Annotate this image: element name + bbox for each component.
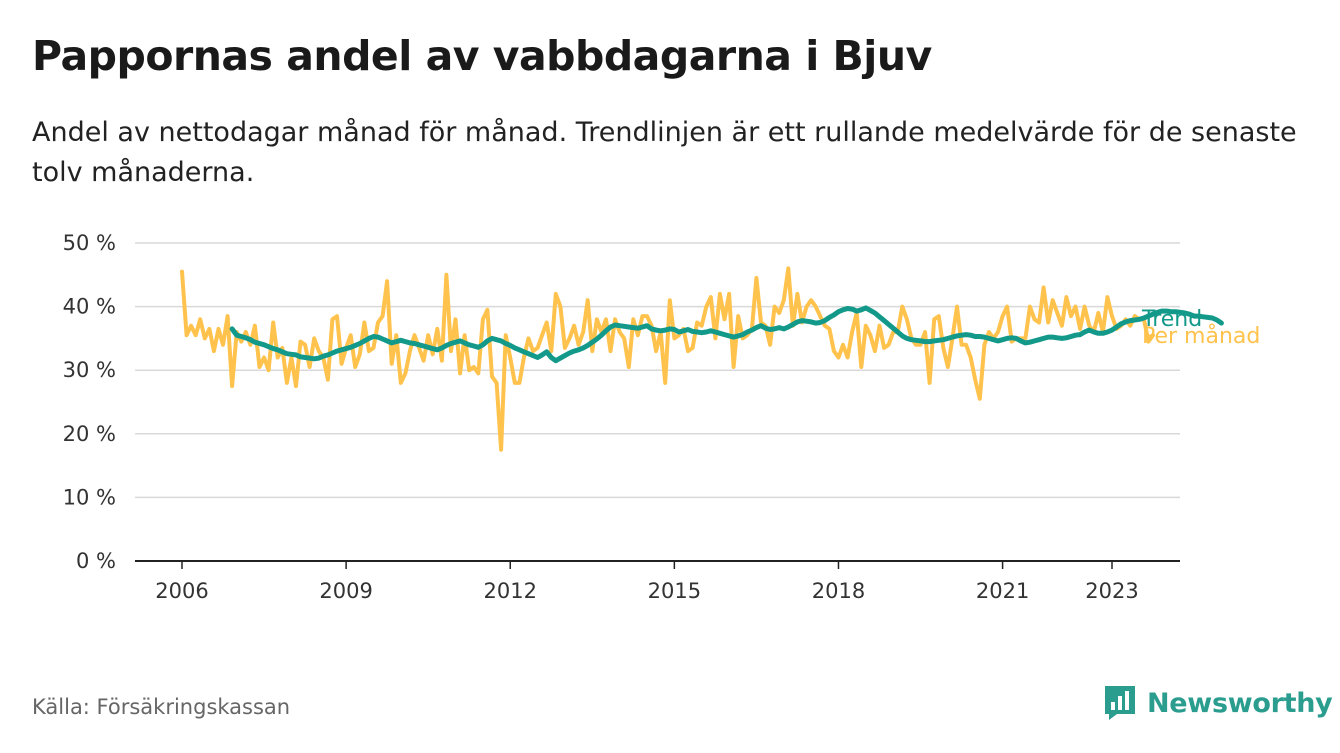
gridlines [135,242,1180,562]
x-tick-label: 2018 [812,579,865,603]
y-tick-label: 40 % [63,295,116,319]
x-axis: 2006 2009 2012 2015 2018 2021 2023 [155,561,1139,603]
x-tick-label: 2012 [484,579,537,603]
series-label-trend: Trend [1141,307,1202,332]
series-line-trend [229,305,1224,364]
brand-name: Newsworthy [1147,687,1333,719]
x-tick-label: 2021 [976,579,1029,603]
y-tick-label: 0 % [76,549,116,573]
x-tick-label: 2009 [319,579,372,603]
newsworthy-logo-icon [1105,686,1135,720]
y-tick-label: 10 % [63,485,116,509]
series-lines [180,266,1224,452]
y-tick-label: 20 % [63,422,116,446]
chart-subtitle: Andel av nettodagar månad för månad. Tre… [32,117,1297,188]
x-tick-label: 2006 [155,579,208,603]
brand-logo: Newsworthy [1103,684,1333,722]
series-label-per-month: Per månad [1142,323,1260,349]
series-line-per-month [180,266,1155,452]
chart-title: Pappornas andel av vabbdagarna i Bjuv [32,32,932,80]
source-note: Källa: Försäkringskassan [32,695,291,719]
y-axis: 0 % 10 % 20 % 30 % 40 % 50 % [63,231,116,573]
y-tick-label: 50 % [63,231,116,255]
x-tick-label: 2023 [1085,579,1138,603]
y-tick-label: 30 % [63,358,116,382]
x-tick-label: 2015 [648,579,701,603]
